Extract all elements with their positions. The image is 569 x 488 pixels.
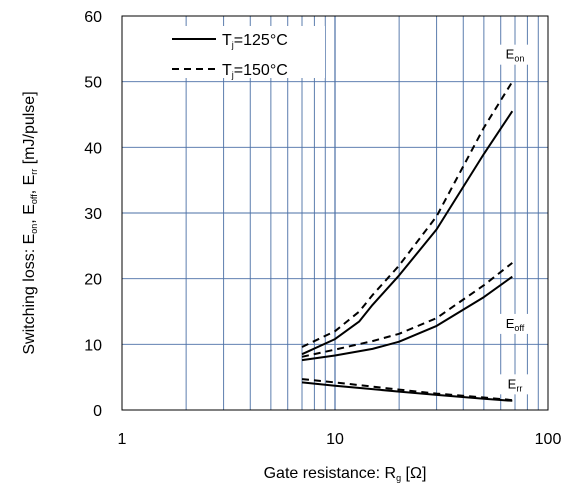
legend-entry-150: Tj=150°C [222,62,288,80]
x-axis-title: Gate resistance: Rg [Ω] [264,465,427,483]
x-tick-label: 100 [535,431,562,448]
y-tick-label: 50 [84,75,102,92]
curve-label-background [500,44,531,65]
y-tick-label: 40 [84,140,102,157]
series-line-err-solid [301,381,513,402]
series-layer [301,81,514,402]
series-line-eon-solid [301,110,514,356]
x-tick-label: 10 [326,431,344,448]
y-tick-label: 0 [93,403,102,420]
curve-label-background [497,313,533,334]
series-line-err-dashed [301,378,513,402]
series-line-eoff-dashed [301,262,513,358]
y-axis-title: Switching loss: Eon, Eoff, Err [mJ/pulse… [21,91,39,354]
curve-label-on: Eon [506,47,525,64]
legend-entry-125: Tj=125°C [222,32,288,50]
curve-label-rr: Err [508,376,523,393]
curve-label-background [500,374,531,395]
legend-background [165,26,325,78]
grid-layer [122,16,548,410]
x-tick-label: 1 [118,431,127,448]
series-line-eoff-solid [301,275,513,362]
y-tick-label: 30 [84,206,102,223]
legend: Tj=125°C Tj=150°C [165,26,325,80]
y-tick-label: 20 [84,272,102,289]
curve-label-off: Eoff [506,316,525,333]
series-line-eon-dashed [301,81,514,348]
tick-label-layer: 0 10 20 30 40 50 60 1 10 100 [84,9,561,448]
y-tick-label: 60 [84,9,102,26]
curve-label-layer: Eon Eoff Err [497,44,533,395]
y-tick-label: 10 [84,337,102,354]
plot-frame [121,15,549,411]
